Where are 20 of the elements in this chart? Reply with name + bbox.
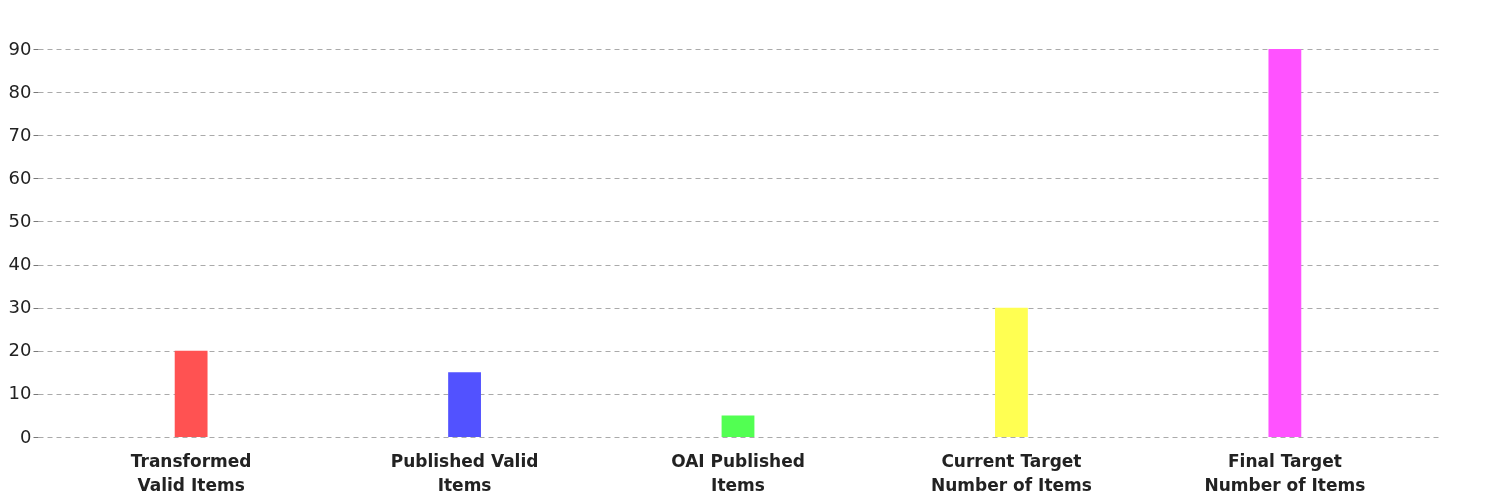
bar xyxy=(174,350,208,437)
y-tick-label: 10 xyxy=(8,382,32,404)
y-tick-label: 0 xyxy=(20,425,32,447)
x-tick-label: Current Target Number of Items xyxy=(931,450,1092,495)
x-tick-label: OAI Published Items xyxy=(671,450,805,495)
y-tick-label: 90 xyxy=(8,37,32,59)
bar xyxy=(448,372,481,437)
x-tick-label: Published Valid Items xyxy=(390,450,539,495)
y-tick-label: 30 xyxy=(8,296,32,318)
x-tick-label: Transformed Valid Items xyxy=(130,450,252,495)
y-tick-label: 80 xyxy=(8,80,32,102)
x-tick-label: Final Target Number of Items xyxy=(1204,450,1366,495)
y-tick-label: 70 xyxy=(8,123,32,145)
bar xyxy=(721,415,755,437)
y-tick-label: 60 xyxy=(8,166,32,188)
bar xyxy=(1268,49,1302,437)
y-tick-label: 20 xyxy=(8,339,32,361)
y-tick-label: 40 xyxy=(8,253,32,275)
bar xyxy=(995,307,1028,437)
y-tick-label: 50 xyxy=(8,209,32,231)
